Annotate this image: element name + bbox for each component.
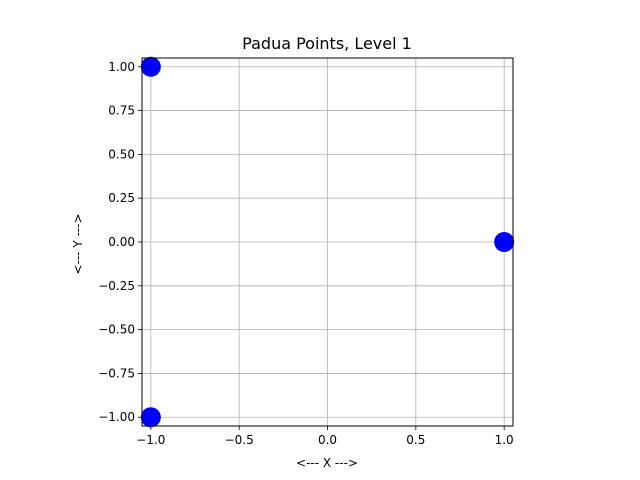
y-tick-label: 0.00 <box>108 235 135 249</box>
x-tick-label: −0.5 <box>225 433 254 447</box>
y-tick-label: −1.00 <box>98 410 135 424</box>
data-point <box>140 407 161 428</box>
x-tick-label: −1.0 <box>136 433 165 447</box>
y-tick-label: −0.50 <box>98 323 135 337</box>
chart-title: Padua Points, Level 1 <box>242 34 412 53</box>
y-tick-label: 1.00 <box>108 60 135 74</box>
x-tick-label: 0.0 <box>318 433 337 447</box>
y-tick-label: 0.50 <box>108 147 135 161</box>
y-tick-label: 0.25 <box>108 191 135 205</box>
x-axis-ticks: −1.0 −0.5 0.0 0.5 1.0 <box>136 426 514 447</box>
data-points <box>140 56 515 428</box>
y-tick-label: 0.75 <box>108 104 135 118</box>
y-tick-label: −0.75 <box>98 366 135 380</box>
x-tick-label: 0.5 <box>406 433 425 447</box>
data-point <box>494 232 515 252</box>
x-tick-label: 1.0 <box>495 433 514 447</box>
data-point <box>140 56 161 77</box>
y-axis-ticks: −1.00 −0.75 −0.50 −0.25 0.00 0.25 0.50 0.75 1.00 <box>98 60 142 424</box>
grid-lines <box>142 58 513 426</box>
y-axis-label: <--- Y ---> <box>71 213 85 274</box>
y-tick-label: −0.25 <box>98 279 135 293</box>
x-axis-label: <--- X ---> <box>296 456 358 470</box>
